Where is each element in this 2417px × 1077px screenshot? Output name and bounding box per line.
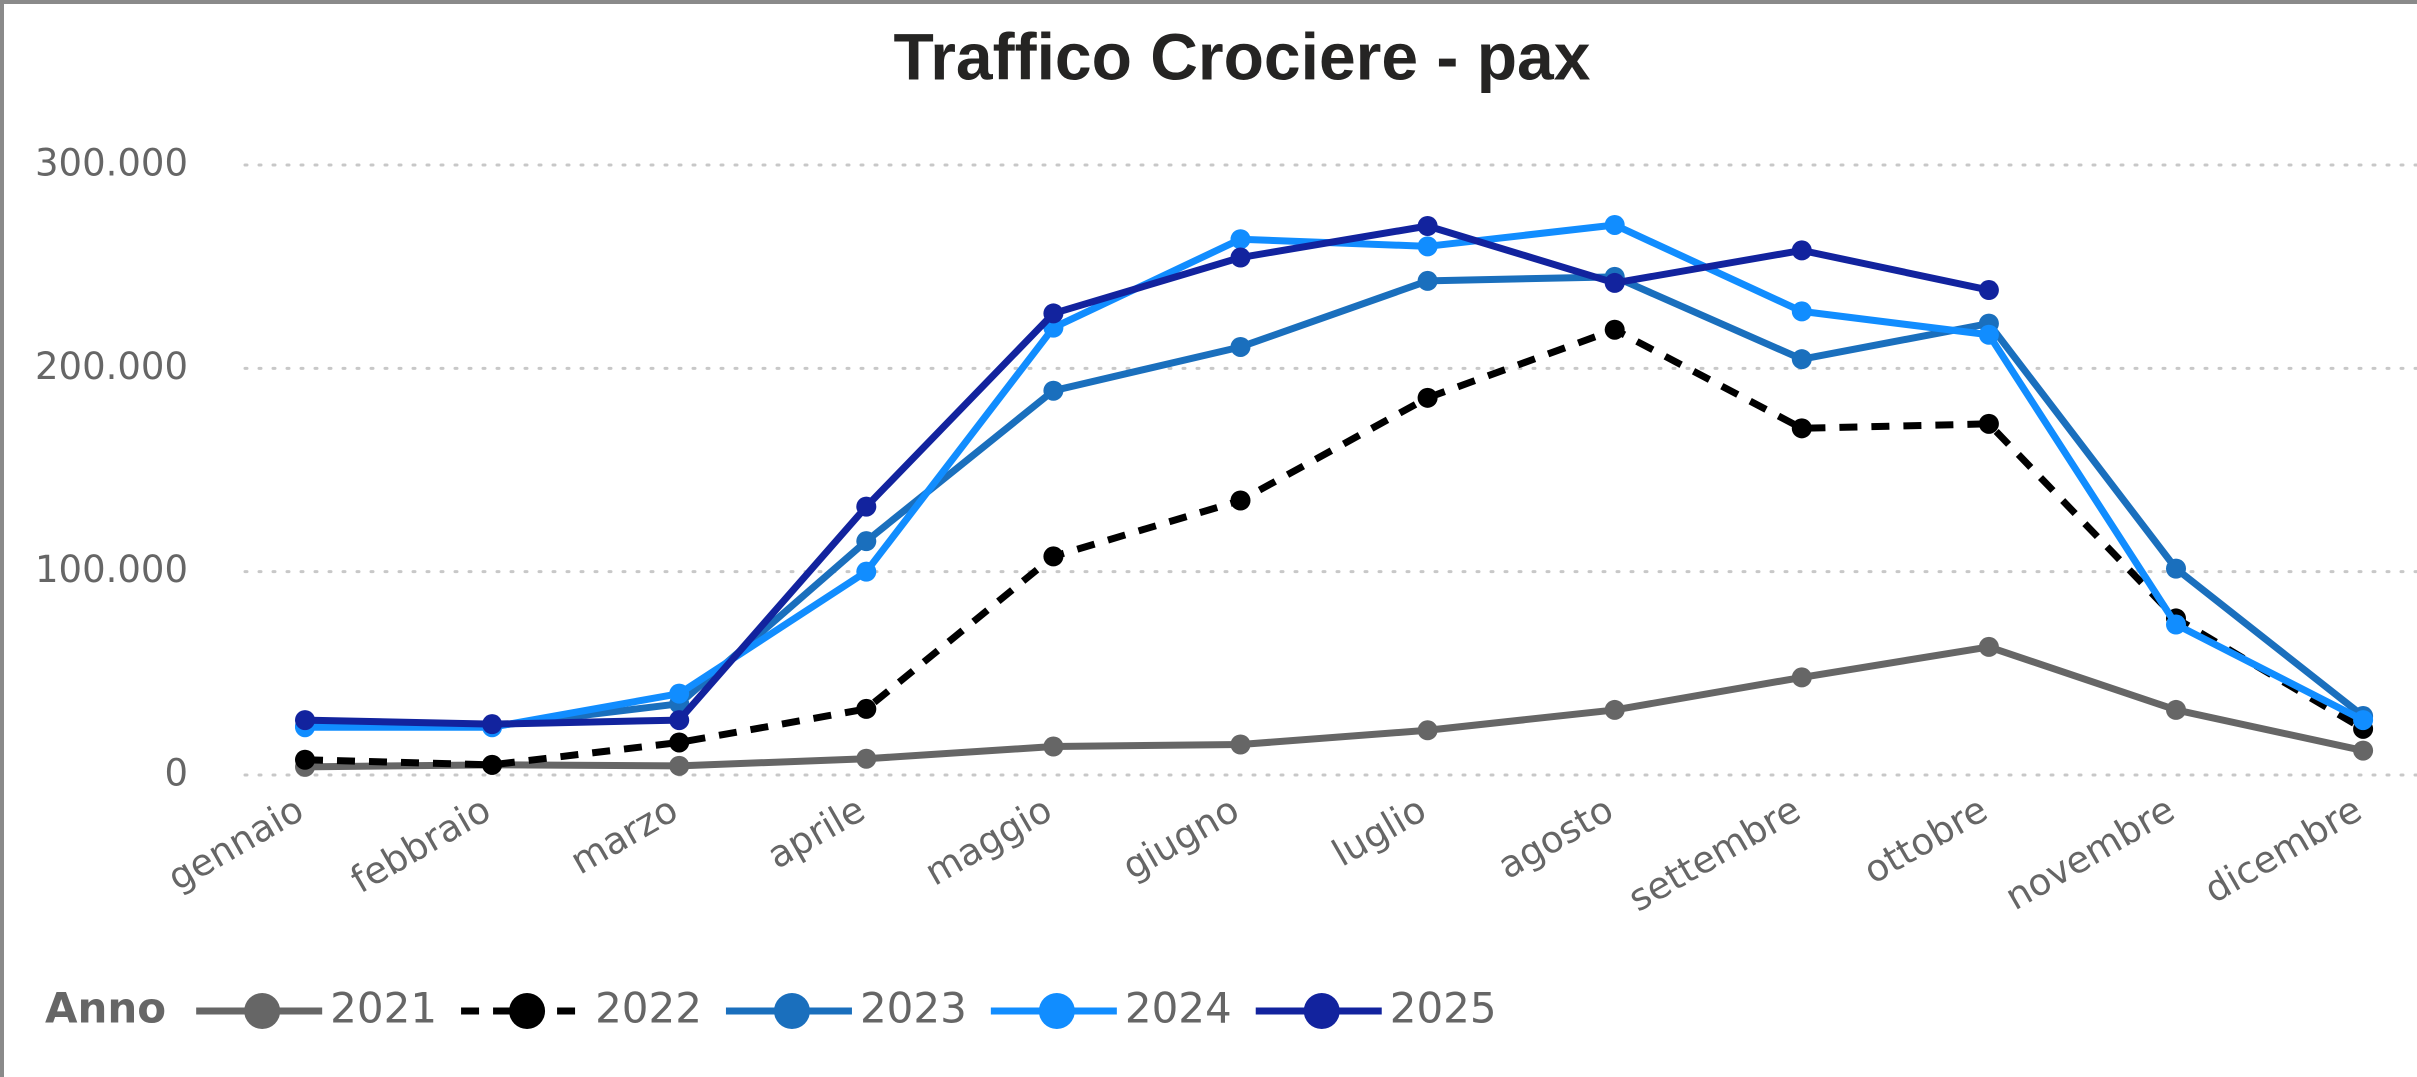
data-point: [669, 710, 690, 731]
data-point: [856, 531, 877, 552]
data-point: [2353, 740, 2374, 761]
legend-marker: [1303, 993, 1340, 1029]
data-point: [669, 732, 690, 753]
data-point: [1417, 387, 1438, 408]
legend-item: 2024: [990, 984, 1232, 1033]
data-point: [856, 698, 877, 719]
data-point: [1230, 229, 1251, 250]
data-point: [482, 754, 503, 775]
data-point: [1791, 301, 1812, 322]
data-point: [1043, 380, 1064, 401]
data-point: [1230, 336, 1251, 357]
y-tick-label: 0: [164, 752, 188, 795]
y-tick-label: 200.000: [35, 345, 188, 388]
legend-item: 2022: [461, 984, 702, 1033]
data-point: [295, 749, 315, 770]
data-point: [1791, 349, 1812, 370]
legend-label: 2024: [1125, 984, 1232, 1033]
data-point: [1604, 214, 1625, 235]
legend-marker: [244, 993, 281, 1029]
data-point: [2166, 699, 2186, 720]
chart-title: Traffico Crociere - pax: [894, 19, 1591, 93]
legend-label: 2022: [595, 984, 702, 1033]
series-line: [305, 273, 2366, 730]
data-point: [1978, 636, 1999, 657]
legend-title: Anno: [45, 984, 166, 1033]
series-line: [304, 643, 2364, 771]
legend-item: 2025: [1255, 984, 1497, 1033]
data-point: [1604, 272, 1625, 293]
y-tick-label: 300.000: [35, 142, 188, 185]
legend-marker: [509, 993, 546, 1029]
data-point: [1791, 418, 1812, 439]
data-point: [669, 755, 690, 776]
data-point: [1230, 734, 1251, 755]
data-point: [856, 496, 877, 517]
legend-label: 2023: [860, 984, 967, 1033]
data-point: [856, 561, 877, 582]
data-point: [295, 710, 315, 731]
series-line: [304, 326, 2365, 769]
data-point: [1791, 667, 1812, 688]
data-point: [1043, 303, 1064, 324]
legend-label: 2025: [1390, 984, 1497, 1033]
series-line: [304, 222, 1990, 728]
data-point: [1604, 319, 1625, 340]
data-point: [1978, 413, 1999, 434]
data-point: [1043, 736, 1064, 757]
data-point: [1978, 324, 1999, 345]
data-point: [1417, 236, 1438, 257]
data-point: [1417, 216, 1438, 236]
data-point: [2166, 614, 2186, 635]
legend-label: 2021: [330, 984, 437, 1033]
data-point: [2166, 558, 2186, 579]
data-point: [669, 683, 690, 704]
y-tick-label: 100.000: [35, 548, 188, 591]
data-point: [856, 748, 877, 769]
legend-marker: [773, 993, 810, 1029]
data-point: [482, 714, 503, 735]
data-point: [1978, 280, 1999, 301]
data-point: [1417, 270, 1438, 291]
data-point: [2353, 710, 2374, 731]
data-point: [1043, 546, 1064, 567]
data-point: [1791, 240, 1812, 261]
data-point: [1604, 699, 1625, 720]
legend-item: 2021: [196, 984, 437, 1033]
data-point: [1230, 247, 1251, 268]
legend-item: 2023: [725, 984, 967, 1033]
data-point: [1417, 720, 1438, 741]
data-point: [1230, 490, 1251, 511]
legend-marker: [1038, 993, 1075, 1029]
